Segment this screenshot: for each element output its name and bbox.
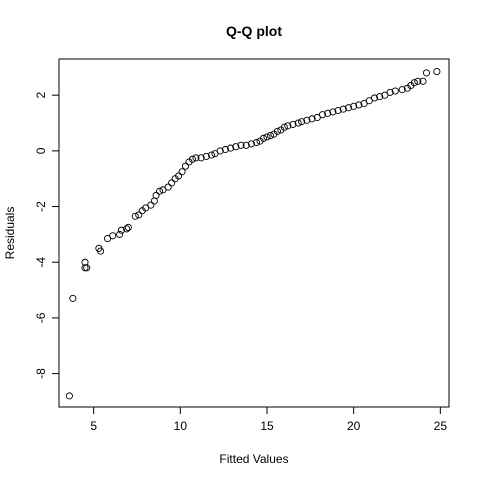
y-tick-label: -8 bbox=[34, 368, 48, 379]
data-point bbox=[81, 264, 89, 272]
y-axis: -8 -6 -4 -2 0 2 bbox=[34, 92, 59, 379]
y-tick-label: 2 bbox=[34, 92, 48, 99]
data-point bbox=[237, 141, 245, 149]
x-tick-label: 5 bbox=[90, 419, 97, 433]
data-point bbox=[188, 155, 197, 163]
data-point bbox=[155, 187, 164, 195]
data-point bbox=[289, 120, 297, 128]
data-point bbox=[376, 93, 384, 101]
x-axis-label: Fitted Values bbox=[219, 452, 288, 466]
y-tick-label: -2 bbox=[34, 201, 48, 212]
data-point bbox=[414, 77, 422, 85]
data-point bbox=[273, 127, 281, 135]
data-point bbox=[344, 104, 353, 112]
data-point bbox=[263, 133, 271, 141]
data-point bbox=[339, 105, 347, 113]
data-point bbox=[232, 143, 240, 151]
x-axis: 5 10 15 20 25 bbox=[90, 407, 447, 433]
chart-title: Q-Q plot bbox=[226, 23, 282, 39]
data-point bbox=[69, 294, 77, 302]
data-point bbox=[216, 147, 224, 155]
data-point bbox=[334, 106, 342, 115]
data-point bbox=[386, 88, 394, 96]
x-tick-label: 25 bbox=[434, 419, 448, 433]
data-point bbox=[253, 138, 261, 147]
data-point bbox=[116, 230, 124, 238]
data-point bbox=[168, 179, 176, 187]
data-point bbox=[175, 172, 183, 180]
data-point bbox=[83, 264, 91, 272]
data-point bbox=[178, 168, 186, 176]
x-tick-label: 10 bbox=[174, 419, 188, 433]
data-point bbox=[433, 67, 441, 76]
y-axis-label: Residuals bbox=[3, 207, 17, 260]
data-point bbox=[266, 132, 275, 140]
data-point bbox=[131, 212, 139, 220]
data-point bbox=[242, 141, 250, 149]
data-point bbox=[164, 183, 172, 191]
data-point bbox=[197, 154, 205, 162]
data-point bbox=[355, 101, 363, 109]
data-point bbox=[294, 119, 302, 127]
data-point bbox=[152, 191, 160, 199]
data-point bbox=[97, 247, 105, 255]
data-point bbox=[207, 151, 216, 159]
data-point bbox=[350, 102, 358, 110]
data-point bbox=[318, 111, 327, 119]
data-point bbox=[410, 79, 418, 87]
data-point bbox=[259, 134, 268, 142]
data-point bbox=[419, 77, 427, 85]
data-point bbox=[221, 145, 229, 154]
data-point bbox=[124, 223, 132, 231]
data-point bbox=[227, 144, 235, 152]
data-point bbox=[308, 115, 316, 123]
data-point bbox=[398, 86, 406, 94]
y-tick-label: -4 bbox=[34, 257, 48, 268]
data-point bbox=[117, 226, 125, 234]
plot-frame bbox=[58, 58, 450, 408]
x-tick-label: 20 bbox=[347, 419, 361, 433]
data-point bbox=[135, 211, 143, 219]
data-point bbox=[181, 162, 190, 170]
data-point bbox=[280, 123, 288, 131]
data-point bbox=[202, 152, 210, 160]
data-point bbox=[324, 109, 332, 117]
y-tick-label: 0 bbox=[34, 147, 48, 154]
data-point bbox=[391, 87, 399, 95]
data-points bbox=[65, 67, 441, 400]
data-point bbox=[370, 94, 379, 102]
data-point bbox=[109, 232, 117, 240]
y-tick-label: -6 bbox=[34, 312, 48, 323]
data-point bbox=[284, 122, 292, 130]
data-point bbox=[192, 154, 200, 162]
data-point bbox=[147, 201, 155, 209]
x-tick-label: 15 bbox=[260, 419, 274, 433]
data-point bbox=[422, 69, 431, 77]
data-point bbox=[298, 118, 306, 126]
data-point bbox=[247, 140, 255, 148]
data-point bbox=[65, 392, 73, 400]
data-point bbox=[303, 116, 311, 124]
data-point bbox=[329, 108, 337, 116]
data-point bbox=[123, 225, 131, 233]
